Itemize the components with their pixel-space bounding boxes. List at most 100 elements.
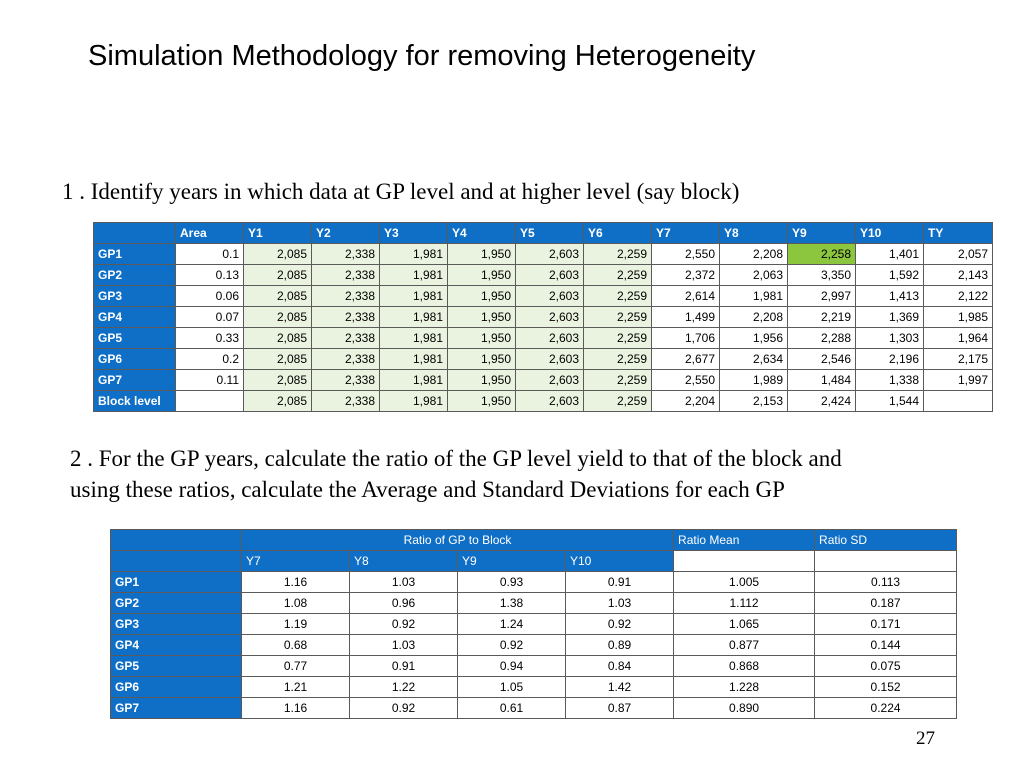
table-cell: 1,981: [719, 285, 788, 307]
row-label: GP6: [110, 676, 242, 698]
step-2-line-2: using these ratios, calculate the Averag…: [70, 477, 785, 502]
table-cell: 2,143: [923, 264, 993, 286]
table-cell: 2,085: [243, 390, 312, 412]
table-cell: 2,372: [651, 264, 720, 286]
table-row: GP1 0.1 2,085 2,338 1,981 1,950 2,603 2,259 2,55…: [93, 243, 993, 265]
table-cell: 1.05: [457, 676, 566, 698]
step-2-line-1: 2 . For the GP years, calculate the rati…: [70, 446, 842, 471]
table-row: GP6 0.2 2,085 2,338 1,981 1,950 2,603 2,259 2,67…: [93, 348, 993, 370]
table-cell: 1,706: [651, 327, 720, 349]
table-cell: 0.61: [457, 697, 566, 719]
table-cell: 1,981: [379, 327, 448, 349]
row-label: GP7: [93, 369, 176, 391]
table-cell: 2,338: [311, 285, 380, 307]
table-cell: 0.68: [241, 634, 350, 656]
table-cell: 1,950: [447, 264, 516, 286]
table-cell: 0.91: [564, 571, 675, 593]
table-row: GP3 1.19 0.92 1.24 0.92 1.065 0.171: [110, 613, 958, 635]
year-header: Y10: [564, 550, 675, 572]
table-cell: 1,950: [447, 243, 516, 265]
table-row: GP6 1.21 1.22 1.05 1.42 1.228 0.152: [110, 676, 958, 698]
table-cell: 0.13: [175, 264, 244, 286]
table-cell: 2,153: [719, 390, 788, 412]
table-cell: 2,338: [311, 264, 380, 286]
table-cell: 2,997: [787, 285, 856, 307]
table-cell: 2,204: [651, 390, 720, 412]
slide-title: Simulation Methodology for removing Hete…: [88, 40, 756, 72]
table-header-row: Ratio of GP to Block Ratio Mean Ratio SD: [110, 529, 958, 551]
table-row: Block level 2,085 2,338 1,981 1,950 2,603 2,25…: [93, 390, 993, 412]
column-header: [93, 222, 176, 244]
table-cell: 0.868: [673, 655, 816, 677]
table-cell: 2,603: [515, 348, 584, 370]
table-cell: 0.96: [349, 592, 458, 614]
table-cell: 0.075: [814, 655, 958, 677]
table-cell: 2,603: [515, 243, 584, 265]
table-cell: 2,259: [583, 264, 652, 286]
table-cell: 1,338: [855, 369, 924, 391]
table-cell: 0.33: [175, 327, 244, 349]
table-cell: 1,413: [855, 285, 924, 307]
column-header: TY: [923, 222, 993, 244]
table-cell: [175, 390, 244, 412]
table-cell: 1,985: [923, 306, 993, 328]
table-cell: 2,085: [243, 306, 312, 328]
year-header: Y8: [349, 550, 458, 572]
table-cell: 2,175: [923, 348, 993, 370]
row-label: GP3: [110, 613, 242, 635]
table-cell: 1.16: [241, 571, 350, 593]
table-cell: 2,085: [243, 327, 312, 349]
column-header: [110, 550, 242, 572]
table-cell: 2,338: [311, 369, 380, 391]
table-cell: [923, 390, 993, 412]
table-cell: 2,634: [719, 348, 788, 370]
table-cell: 1.03: [349, 571, 458, 593]
table-cell: 1,950: [447, 306, 516, 328]
table-row: GP5 0.77 0.91 0.94 0.84 0.868 0.075: [110, 655, 958, 677]
table-cell: 2,338: [311, 327, 380, 349]
table-cell: 1.19: [241, 613, 350, 635]
table-cell: 0.07: [175, 306, 244, 328]
table-cell: 2,259: [583, 306, 652, 328]
table-row: GP2 0.13 2,085 2,338 1,981 1,950 2,603 2,259 2,3…: [93, 264, 993, 286]
row-label: GP6: [93, 348, 176, 370]
table-cell: 0.92: [349, 613, 458, 635]
table-cell: 0.94: [457, 655, 566, 677]
table-cell: 1.42: [564, 676, 675, 698]
table-cell: 0.87: [564, 697, 675, 719]
table-cell: 3,350: [787, 264, 856, 286]
table-cell: 2,338: [311, 348, 380, 370]
table-cell: 1,950: [447, 369, 516, 391]
table-cell: 2,338: [311, 390, 380, 412]
column-header: Y5: [515, 222, 584, 244]
table-row: GP2 1.08 0.96 1.38 1.03 1.112 0.187: [110, 592, 958, 614]
table-cell: 1,950: [447, 327, 516, 349]
table-cell: 0.224: [814, 697, 958, 719]
table-cell: 2,085: [243, 285, 312, 307]
table-cell: 1.24: [457, 613, 566, 635]
table-cell: 0.92: [564, 613, 675, 635]
table-cell: 0.93: [457, 571, 566, 593]
table-cell: 2,338: [311, 243, 380, 265]
column-header: Y10: [855, 222, 924, 244]
column-header: Y3: [379, 222, 448, 244]
table-cell: 0.152: [814, 676, 958, 698]
table-cell: 2,259: [583, 390, 652, 412]
table-cell: 2,057: [923, 243, 993, 265]
table-cell: 1.16: [241, 697, 350, 719]
table-cell: 2,550: [651, 369, 720, 391]
row-label: GP5: [93, 327, 176, 349]
table-cell: 0.144: [814, 634, 958, 656]
row-label: GP1: [110, 571, 242, 593]
table-cell: 2,196: [855, 348, 924, 370]
table-cell: 0.84: [564, 655, 675, 677]
table-cell: 1,544: [855, 390, 924, 412]
table-row: GP5 0.33 2,085 2,338 1,981 1,950 2,603 2,259 1,7…: [93, 327, 993, 349]
table-row: GP4 0.07 2,085 2,338 1,981 1,950 2,603 2,259 1,4…: [93, 306, 993, 328]
table-cell: 1,981: [379, 243, 448, 265]
column-header: Y8: [719, 222, 788, 244]
table-cell: 2,603: [515, 369, 584, 391]
column-header: Y2: [311, 222, 380, 244]
step-1-text: 1 . Identify years in which data at GP l…: [62, 179, 740, 204]
ratio-group-header: Ratio of GP to Block: [240, 529, 675, 551]
